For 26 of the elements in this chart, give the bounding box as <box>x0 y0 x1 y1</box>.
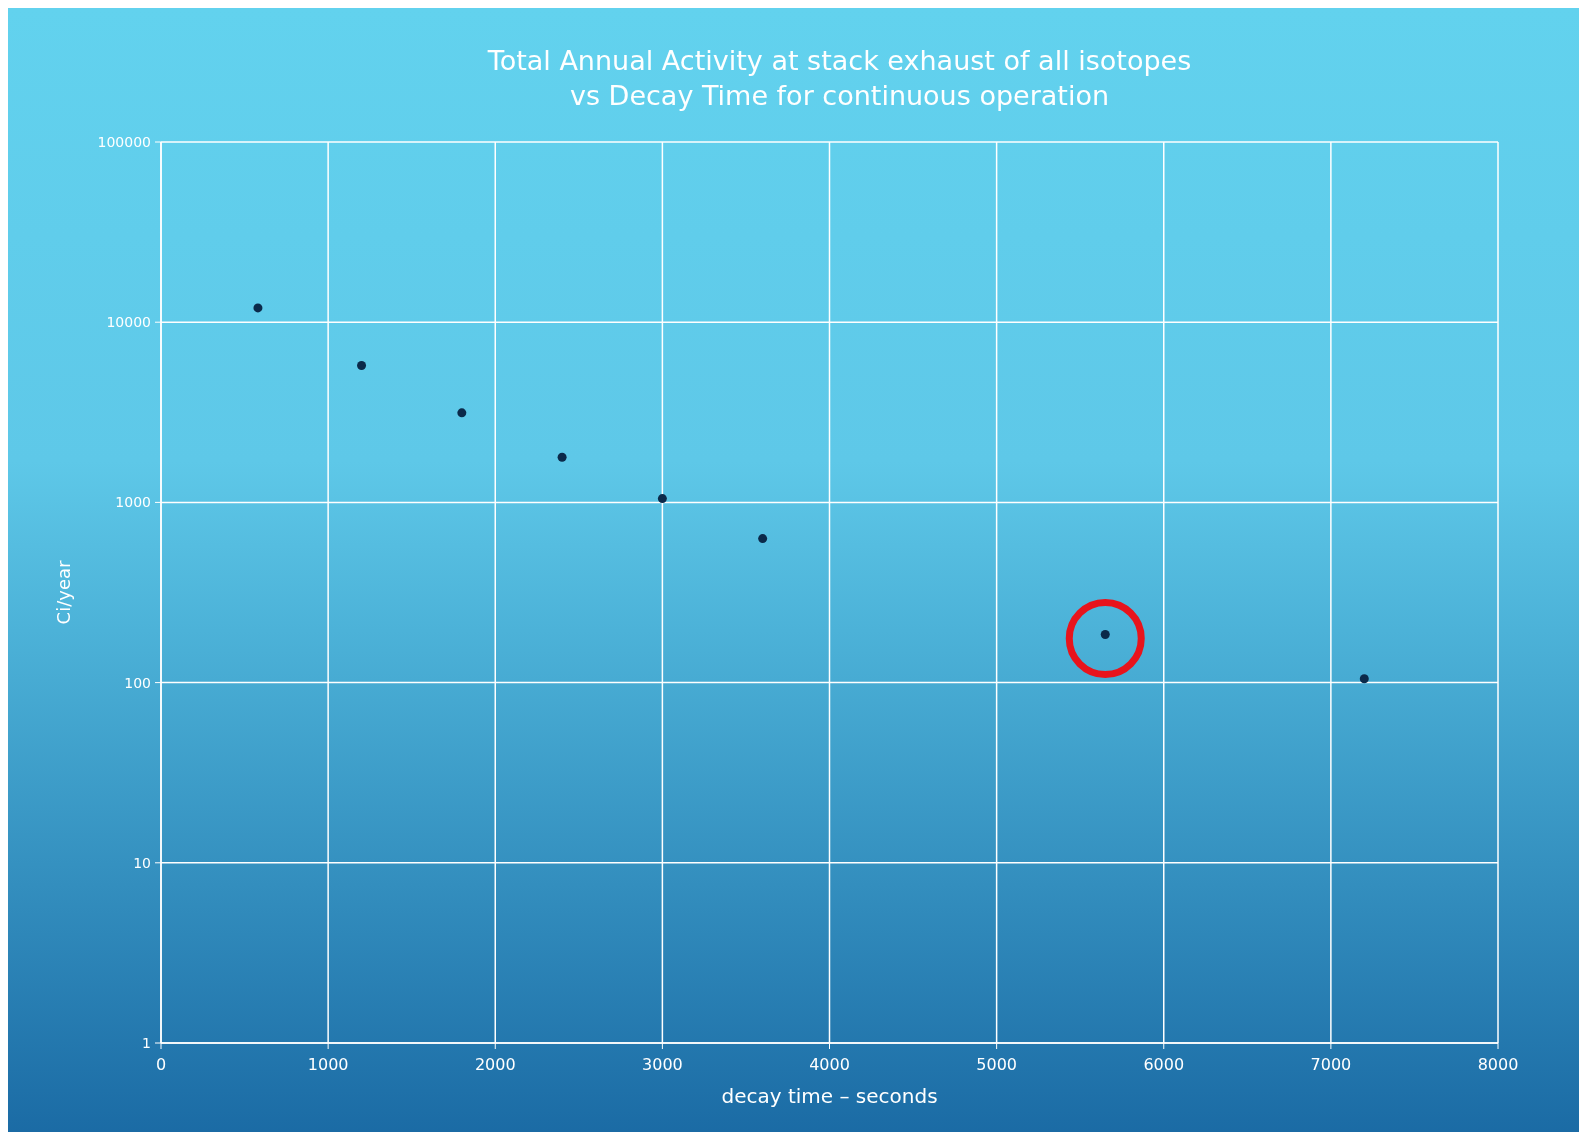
y-tick-label: 100000 <box>97 134 151 150</box>
point <box>1100 629 1110 639</box>
x-tick-label: 6000 <box>1143 1055 1185 1074</box>
y-tick-label: 10000 <box>106 314 151 331</box>
x-tick-label: 3000 <box>642 1055 683 1074</box>
point <box>557 452 567 462</box>
point <box>1359 674 1369 684</box>
x-tick-label: 7000 <box>1310 1055 1352 1074</box>
y-tick-label: 10 <box>133 854 151 871</box>
y-axis-title: Ci/year <box>53 560 74 625</box>
x-tick-label: 4000 <box>809 1055 850 1074</box>
x-tick-label: 0 <box>155 1055 167 1074</box>
x-axis-title: decay time – seconds <box>721 1084 938 1108</box>
x-tick-label: 8000 <box>1477 1055 1519 1074</box>
point <box>758 534 768 544</box>
x-tick-label: 5000 <box>976 1055 1017 1074</box>
chart-title: Total Annual Activity at stack exhaust of all isotopes vs Decay Time for continuous operation <box>486 45 1192 111</box>
y-tick-label: 1 <box>142 1035 151 1051</box>
point <box>657 494 667 504</box>
x-tick-label: 2000 <box>474 1055 516 1074</box>
y-tick-label: 100 <box>124 674 151 691</box>
point <box>253 303 263 313</box>
point <box>457 408 467 418</box>
point <box>357 361 367 371</box>
x-tick-label: 1000 <box>307 1055 349 1074</box>
y-tick-label: 1000 <box>115 494 151 511</box>
